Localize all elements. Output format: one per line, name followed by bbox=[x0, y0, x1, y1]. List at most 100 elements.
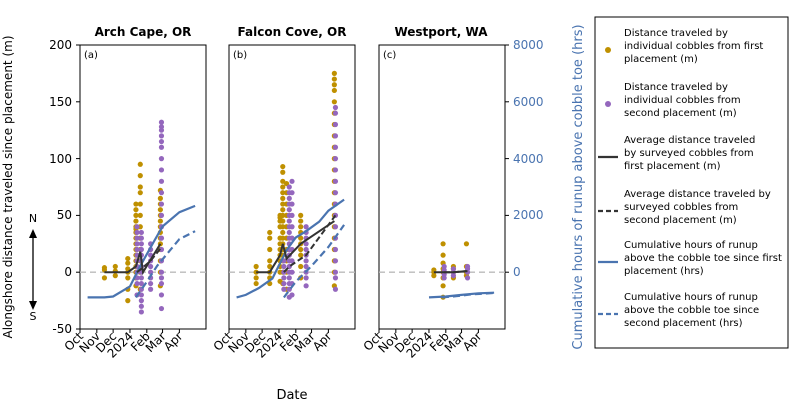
second-placement-point bbox=[158, 178, 165, 184]
second-placement-point bbox=[134, 246, 140, 253]
second-placement-point bbox=[158, 275, 165, 281]
first-average-line bbox=[256, 220, 335, 274]
second-placement-point bbox=[158, 246, 165, 253]
ytick-label: -50 bbox=[52, 322, 72, 336]
south-label: S bbox=[30, 310, 37, 323]
panel-b-frame bbox=[228, 44, 356, 330]
second-placement-point bbox=[138, 298, 144, 304]
first-placement-point bbox=[112, 273, 118, 279]
ytick-right-label: 6000 bbox=[513, 95, 544, 109]
second-placement-point bbox=[286, 229, 292, 236]
second-runup-line bbox=[134, 230, 196, 299]
legend-label-first_avg: Average distance traveled by surveyed cob… bbox=[624, 135, 755, 172]
second-placement-point bbox=[332, 269, 339, 275]
second-placement-point bbox=[138, 303, 144, 309]
second-placement-point bbox=[332, 144, 339, 150]
first-placement-point bbox=[280, 218, 286, 224]
first-placement-point bbox=[331, 99, 337, 105]
legend-marker-first_points bbox=[605, 47, 611, 53]
panel-b-title: Falcon Cove, OR bbox=[238, 25, 347, 39]
second-placement-point bbox=[303, 263, 309, 270]
legend-label-second_points: Distance traveled by individual cobbles f… bbox=[624, 82, 741, 119]
second-placement-point bbox=[281, 286, 287, 292]
ytick-right-label: 8000 bbox=[513, 38, 544, 52]
first-placement-point bbox=[463, 241, 470, 247]
second-placement-point bbox=[138, 280, 144, 287]
first-placement-point bbox=[125, 298, 131, 304]
legend-marker-second_points bbox=[605, 101, 611, 107]
second-placement-point bbox=[138, 292, 144, 298]
panel-b-label: (b) bbox=[233, 50, 247, 61]
legend: Distance traveled by individual cobbles f… bbox=[594, 16, 789, 349]
first-placement-point bbox=[298, 263, 304, 270]
first-placement-point bbox=[101, 275, 108, 281]
second-placement-point bbox=[158, 305, 165, 312]
arrow-up-head bbox=[29, 229, 37, 238]
second-placement-point bbox=[332, 133, 339, 139]
second-average-line bbox=[444, 270, 468, 274]
first-placement-point bbox=[280, 190, 286, 196]
second-placement-point bbox=[158, 138, 165, 145]
second-placement-point bbox=[158, 201, 165, 207]
first-placement-point bbox=[331, 76, 337, 82]
ytick-right-label: 0 bbox=[513, 265, 521, 279]
second-placement-point bbox=[158, 156, 165, 162]
second-placement-point bbox=[134, 229, 140, 236]
first-placement-point bbox=[112, 263, 118, 270]
second-placement-point bbox=[464, 263, 471, 270]
second-placement-point bbox=[138, 229, 144, 236]
second-placement-point bbox=[289, 190, 295, 196]
second-runup-line bbox=[283, 224, 345, 299]
first-placement-point bbox=[253, 263, 259, 270]
second-placement-point bbox=[134, 241, 140, 247]
north-label: N bbox=[29, 212, 37, 225]
panel-a-title: Arch Cape, OR bbox=[95, 25, 192, 39]
panel-c-frame bbox=[378, 44, 506, 330]
second-placement-point bbox=[332, 224, 339, 230]
second-placement-point bbox=[158, 292, 165, 298]
first-placement-point bbox=[280, 195, 286, 201]
second-placement-point bbox=[289, 269, 295, 275]
second-placement-point bbox=[158, 133, 165, 139]
second-placement-point bbox=[450, 266, 457, 272]
first-placement-point bbox=[137, 173, 143, 179]
second-placement-point bbox=[289, 178, 295, 184]
second-placement-point bbox=[303, 224, 309, 230]
first-runup-line bbox=[236, 198, 345, 299]
y-axis-left: -50 0 50 100 150 200 bbox=[49, 38, 80, 336]
first-placement-point bbox=[280, 212, 286, 218]
second-placement-point bbox=[158, 190, 165, 196]
ytick-label: 150 bbox=[49, 95, 72, 109]
second-placement-point bbox=[332, 190, 339, 196]
second-placement-point bbox=[158, 124, 165, 130]
second-placement-point bbox=[281, 263, 287, 270]
first-placement-point bbox=[137, 190, 143, 196]
second-placement-point bbox=[148, 263, 154, 270]
first-placement-point bbox=[298, 235, 304, 241]
ytick-label: 200 bbox=[49, 38, 72, 52]
panel-c-label: (c) bbox=[383, 50, 396, 61]
second-placement-point bbox=[303, 283, 309, 289]
legend-box bbox=[594, 16, 789, 349]
first-placement-point bbox=[280, 224, 286, 230]
second-placement-point bbox=[148, 286, 154, 292]
first-placement-point bbox=[280, 178, 286, 184]
x-tick-label: Apr bbox=[161, 329, 186, 354]
second-placement-point bbox=[286, 195, 292, 201]
first-placement-point bbox=[125, 255, 131, 262]
first-placement-point bbox=[440, 252, 446, 258]
ytick-label: 0 bbox=[64, 265, 72, 279]
x-axis-title: Date bbox=[276, 388, 307, 400]
second-placement-point bbox=[303, 275, 309, 281]
first-placement-point bbox=[280, 207, 286, 213]
first-placement-point bbox=[440, 241, 446, 247]
first-placement-point bbox=[280, 235, 286, 241]
y-axis-left-title: Alongshore distance traveled since place… bbox=[1, 36, 15, 339]
second-placement-point bbox=[332, 121, 339, 128]
second-placement-point bbox=[464, 275, 471, 281]
second-placement-point bbox=[303, 246, 309, 253]
second-placement-point bbox=[332, 178, 339, 184]
second-placement-point bbox=[332, 110, 339, 116]
second-placement-point bbox=[138, 241, 144, 247]
